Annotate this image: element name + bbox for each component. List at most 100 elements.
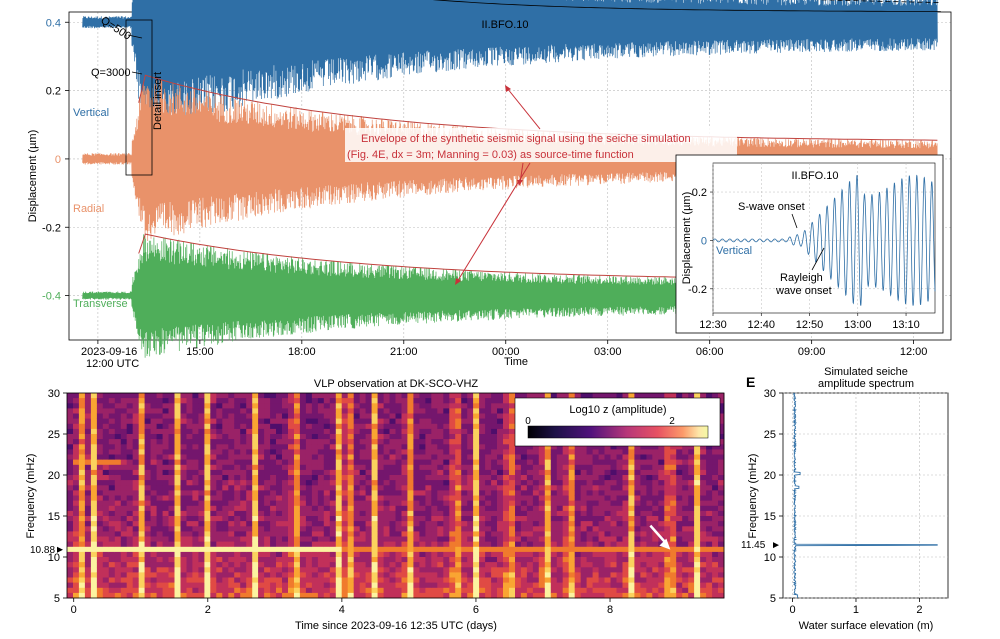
spectrogram-cell — [515, 526, 522, 532]
spectrogram-cell — [228, 393, 235, 399]
spectrogram-cell — [646, 572, 653, 578]
spectrogram-cell — [532, 521, 540, 527]
spectrogram-cell — [210, 469, 217, 476]
spectrogram-cell — [305, 485, 313, 491]
seiche-ytick-label-0: 5 — [770, 593, 776, 605]
spectrogram-cell — [413, 500, 420, 507]
spectrogram-cell — [270, 582, 277, 589]
spectrogram-cell — [419, 577, 426, 583]
spectrogram-cell — [156, 557, 163, 563]
spectrogram-cell — [138, 403, 146, 409]
spectrogram-cell — [658, 516, 665, 522]
spectrogram-cell — [270, 536, 277, 542]
spectrogram-cell — [270, 587, 277, 594]
spectrogram-cell — [485, 536, 492, 542]
spectrogram-xtick-label-3: 6 — [473, 604, 479, 616]
spectrogram-cell — [646, 531, 653, 537]
spectrogram-cell — [538, 546, 546, 553]
spectrogram-cell — [258, 449, 265, 455]
spectrogram-cell — [562, 536, 570, 542]
spectrogram-cell — [652, 444, 659, 450]
spectrogram-cell — [634, 541, 641, 548]
spectrogram-cell — [467, 439, 474, 445]
spectrogram-cell — [377, 572, 384, 578]
spectrogram-cell — [353, 562, 361, 568]
seismogram-panel: 2023-09-16 15:00 18:00 21:00 00:00 03:00 06:00… — [27, 0, 952, 370]
spectrogram-cell — [258, 459, 265, 466]
spectrogram-cell — [712, 572, 719, 578]
spectrogram-cell — [174, 592, 181, 599]
spectrogram-cell — [383, 592, 390, 599]
spectrogram-cell — [586, 541, 593, 548]
spectrogram-cell — [503, 521, 510, 527]
spectrogram-ytick-label-4: 25 — [48, 429, 60, 441]
spectrogram-cell — [425, 495, 432, 501]
spectrogram-cell — [694, 531, 701, 537]
spectrogram-cell — [688, 567, 695, 573]
spectrogram-cell — [640, 393, 647, 399]
spectrogram-cell — [389, 418, 396, 425]
spectrogram-cell — [532, 480, 540, 486]
spectrogram-cell — [371, 500, 378, 507]
spectrogram-cell — [341, 516, 349, 522]
spectrogram-cell — [150, 485, 157, 491]
spectrogram-cell — [228, 428, 235, 435]
spectrogram-cell — [216, 428, 223, 435]
spectrogram-cell — [718, 592, 725, 599]
spectrogram-cell — [192, 572, 199, 578]
spectrogram-cell — [455, 531, 462, 537]
spectrogram-cell — [67, 408, 74, 414]
spectrogram-cell — [359, 582, 367, 589]
spectrogram-cell — [509, 572, 516, 578]
spectrogram-cell — [288, 469, 295, 476]
spectrogram-cell — [84, 423, 92, 430]
spectrogram-cell — [491, 439, 498, 445]
spectrogram-cell — [455, 516, 462, 522]
spectrogram-cell — [407, 495, 414, 501]
spectrogram-cell — [288, 480, 295, 486]
spectrogram-cell — [580, 449, 588, 455]
spectrogram-cell — [341, 444, 349, 450]
spectrogram-cell — [485, 444, 492, 450]
spectrogram-cell — [425, 485, 432, 491]
spectrogram-cell — [246, 408, 253, 414]
spectrogram-cell — [174, 403, 181, 409]
spectrogram-cell — [425, 393, 432, 399]
spectrogram-cell — [288, 587, 295, 594]
spectrogram-cell — [658, 464, 665, 471]
spectrogram-cell — [479, 582, 486, 589]
spectrogram-cell — [622, 526, 629, 532]
spectrogram-cell — [365, 582, 372, 589]
spectrogram-cell — [538, 393, 546, 399]
spectrogram-cell — [634, 500, 641, 507]
spectrogram-cell — [610, 490, 617, 496]
spectrogram-cell — [270, 413, 277, 419]
spectrogram-cell — [491, 526, 498, 532]
spectrogram-cell — [78, 531, 86, 537]
spectrogram-cell — [526, 459, 534, 466]
spectrogram-cell — [162, 449, 169, 455]
spectrogram-cell — [84, 480, 92, 486]
spectrogram-cell — [204, 444, 211, 450]
spectrogram-cell — [162, 495, 169, 501]
spectrogram-cell — [616, 480, 623, 486]
spectrogram-cell — [317, 485, 325, 491]
inset-xtick-label-3: 13:00 — [844, 319, 872, 331]
spectrogram-cell — [395, 572, 402, 578]
spectrogram-cell — [126, 541, 134, 548]
spectrogram-cell — [240, 587, 247, 594]
spectrogram-cell — [568, 551, 576, 558]
spectrogram-cell — [407, 439, 414, 445]
spectrogram-cell — [473, 464, 480, 471]
spectrogram-cell — [234, 526, 241, 532]
spectrogram-cell — [353, 505, 361, 512]
spectrogram-cell — [503, 526, 510, 532]
spectrogram-cell — [592, 541, 599, 548]
spectrogram-cell — [335, 459, 343, 466]
spectrogram-cell — [538, 557, 546, 563]
spectrogram-cell — [413, 526, 420, 532]
spectrogram-cell — [562, 572, 570, 578]
spectrogram-cell — [634, 521, 641, 527]
spectrogram-cell — [544, 546, 552, 553]
